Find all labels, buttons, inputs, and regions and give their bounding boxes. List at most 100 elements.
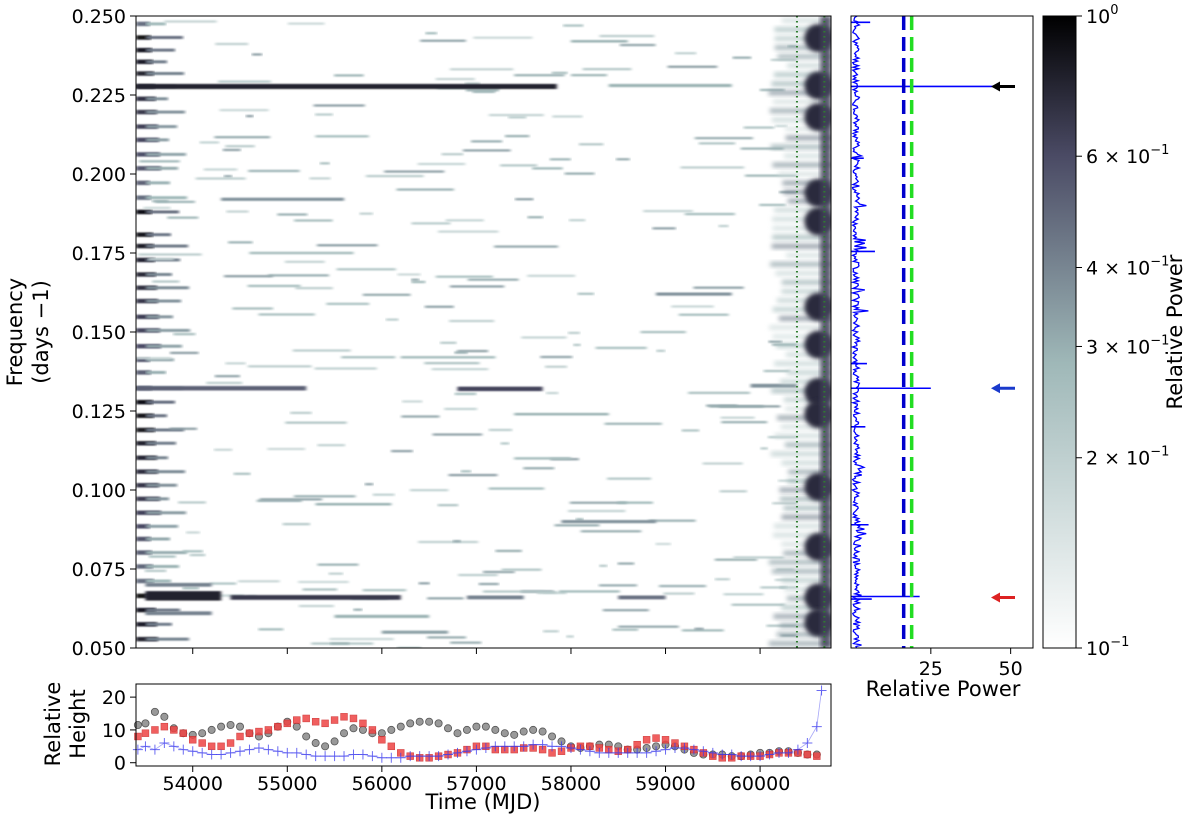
height-point (792, 744, 803, 755)
height-point (217, 722, 226, 731)
edge-texture (788, 469, 831, 475)
texture-streak (402, 400, 423, 403)
height-point (480, 742, 491, 753)
texture-streak (203, 168, 238, 171)
height-point (755, 751, 766, 762)
height-point (225, 747, 236, 758)
height-point (396, 722, 405, 731)
texture-streak (148, 555, 176, 558)
edge-texture (776, 297, 831, 303)
texture-streak (328, 572, 344, 575)
texture-streak (418, 540, 479, 544)
height-axis-label-line1: Relative (41, 682, 65, 767)
power-streak (136, 83, 557, 89)
time-axis-label: Time (MJD) (425, 790, 541, 814)
texture-streak (681, 629, 724, 632)
edge-texture (778, 315, 831, 321)
texture-streak (225, 362, 246, 365)
height-point (291, 747, 302, 758)
height-point (236, 732, 244, 741)
height-point (376, 752, 387, 763)
height-point (311, 718, 320, 726)
texture-streak (213, 448, 233, 452)
height-point (538, 727, 547, 736)
texture-streak (452, 540, 461, 543)
texture-streak (483, 590, 545, 593)
left-edge-streak (136, 180, 150, 186)
frequency-tick-label: 0.075 (72, 559, 126, 581)
left-edge-streak-tail (146, 22, 166, 26)
texture-streak (618, 625, 679, 628)
texture-streak (552, 115, 583, 118)
texture-streak (136, 357, 172, 360)
height-point (387, 725, 396, 734)
edge-texture (774, 36, 831, 42)
left-edge-streak-tail (146, 524, 178, 528)
texture-streak (199, 141, 220, 144)
height-point (481, 722, 490, 731)
texture-streak (577, 292, 595, 296)
height-point (491, 725, 500, 734)
texture-streak (441, 153, 464, 156)
left-edge-streak (136, 21, 150, 27)
texture-streak (251, 53, 263, 56)
height-point (160, 712, 169, 721)
frequency-axis: 0.050 0.075 0.100 0.125 0.150 0.175 0.200 0.225… (72, 6, 136, 660)
edge-texture (768, 559, 831, 565)
peak-arrow-head (991, 592, 1000, 603)
texture-streak (232, 307, 273, 310)
colorbar-tick-label: 100 (1086, 3, 1118, 28)
height-point (226, 739, 235, 747)
texture-streak (607, 477, 651, 480)
height-point (773, 747, 784, 758)
texture-streak (495, 549, 522, 553)
texture-streak (214, 374, 240, 378)
texture-streak (309, 177, 331, 180)
left-edge-streak-tail (146, 97, 168, 101)
texture-streak (568, 509, 626, 513)
height-point (405, 751, 416, 762)
texture-streak (294, 219, 333, 222)
texture-streak (616, 158, 630, 161)
height-point (764, 749, 775, 760)
height-point (272, 746, 283, 757)
left-edge-streak-tail (146, 456, 168, 460)
power-streak (514, 457, 571, 460)
height-point (263, 744, 274, 755)
edge-texture (770, 261, 831, 267)
edge-texture (773, 613, 831, 619)
time-tick-label: 56000 (352, 773, 412, 795)
relative-height-points (132, 685, 827, 763)
texture-streak (302, 588, 338, 591)
texture-streak (432, 433, 483, 436)
left-edge-streak-tail (146, 125, 177, 129)
texture-streak (619, 43, 656, 47)
left-edge-streak-tail (146, 622, 172, 626)
power-streak (230, 595, 401, 600)
texture-streak (238, 580, 280, 583)
texture-streak (573, 343, 581, 347)
height-point (802, 738, 813, 749)
left-edge-streak-tail (146, 48, 175, 52)
left-edge-streak (136, 35, 151, 40)
texture-streak (527, 274, 576, 278)
texture-streak (599, 34, 655, 38)
left-edge-streak (136, 524, 150, 529)
edge-texture (781, 460, 831, 466)
height-point (651, 746, 662, 757)
height-point (603, 747, 614, 758)
texture-streak (763, 369, 790, 373)
left-edge-streak-tail (146, 564, 179, 568)
texture-streak (454, 392, 477, 396)
texture-streak (702, 462, 743, 465)
height-point (537, 739, 548, 750)
texture-streak (148, 257, 174, 261)
edge-texture (773, 99, 831, 105)
edge-dark-column (820, 16, 831, 648)
height-point (197, 747, 208, 758)
height-point (726, 749, 737, 760)
texture-streak (438, 230, 499, 233)
height-point (518, 741, 529, 752)
main-x-ticks (192, 648, 761, 654)
